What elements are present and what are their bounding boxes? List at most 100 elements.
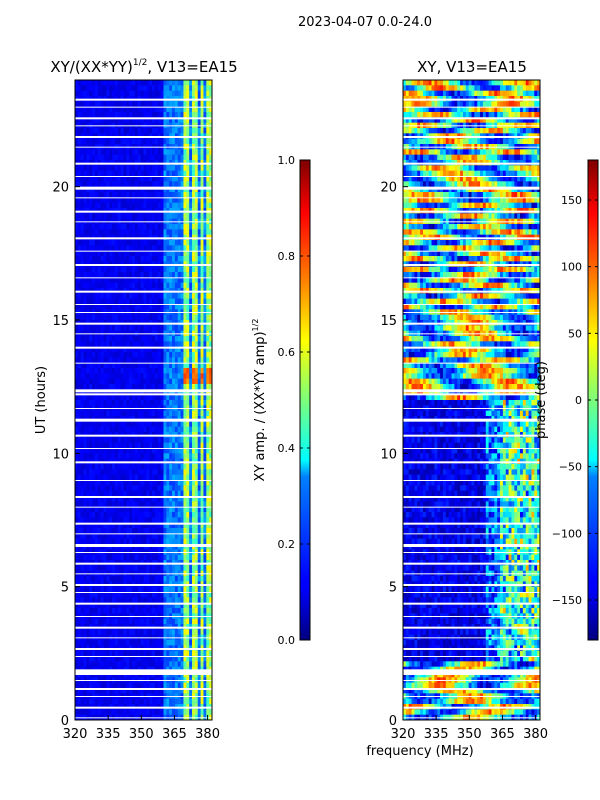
amplitude-heatmap-cell — [86, 522, 90, 529]
amplitude-heatmap-cell — [192, 197, 196, 203]
amplitude-heatmap-cell — [146, 154, 150, 161]
amplitude-heatmap-cell — [186, 522, 190, 529]
amplitude-heatmap-cell — [146, 554, 150, 561]
amplitude-heatmap-cell — [77, 325, 81, 331]
amplitude-heatmap-cell — [83, 256, 87, 262]
amplitude-heatmap-cell — [106, 437, 110, 443]
amplitude-heatmap-cell — [206, 362, 210, 369]
amplitude-heatmap-cell — [192, 442, 196, 449]
amplitude-heatmap-cell — [129, 117, 133, 123]
amplitude-heatmap-cell — [146, 304, 150, 310]
amplitude-heatmap-cell — [152, 192, 156, 198]
amplitude-heatmap-cell — [117, 448, 121, 454]
amplitude-heatmap-cell — [109, 282, 113, 289]
amplitude-heatmap-cell — [197, 533, 201, 539]
amplitude-heatmap-cell — [132, 586, 136, 593]
amplitude-heatmap-cell — [77, 373, 81, 379]
amplitude-heatmap-cell — [149, 485, 153, 491]
amplitude-heatmap-cell — [149, 149, 153, 155]
amplitude-heatmap-cell — [163, 618, 167, 625]
amplitude-heatmap-cell — [97, 501, 101, 507]
amplitude-heatmap-cell — [152, 80, 156, 86]
amplitude-heatmap-cell — [180, 512, 184, 518]
amplitude-heatmap-cell — [174, 490, 179, 497]
amplitude-heatmap-cell — [200, 474, 204, 481]
amplitude-heatmap-cell — [94, 213, 99, 219]
amplitude-heatmap-cell — [137, 602, 141, 609]
amplitude-heatmap-cell — [97, 506, 101, 513]
amplitude-heatmap-cell — [174, 453, 179, 459]
amplitude-heatmap-cell — [186, 565, 190, 571]
amplitude-heatmap-cell — [83, 346, 87, 353]
amplitude-heatmap-cell — [137, 501, 141, 507]
amplitude-heatmap-cell — [154, 602, 159, 609]
amplitude-heatmap-cell — [80, 437, 84, 443]
amplitude-heatmap-cell — [134, 565, 139, 571]
amplitude-heatmap-cell — [132, 325, 136, 331]
amplitude-heatmap-cell — [209, 176, 213, 182]
amplitude-heatmap-cell — [137, 293, 141, 299]
amplitude-heatmap-cell — [134, 101, 139, 107]
amplitude-heatmap-cell — [209, 437, 213, 443]
amplitude-heatmap-cell — [86, 293, 90, 299]
amplitude-heatmap-cell — [154, 128, 159, 134]
amplitude-heatmap-cell — [109, 501, 113, 507]
amplitude-heatmap-cell — [192, 165, 196, 171]
amplitude-heatmap-cell — [152, 362, 156, 369]
amplitude-heatmap-cell — [83, 469, 87, 475]
amplitude-heatmap-cell — [160, 592, 164, 598]
amplitude-heatmap-cell — [129, 202, 133, 209]
amplitude-heatmap-cell — [209, 298, 213, 305]
amplitude-heatmap-cell — [200, 245, 204, 251]
amplitude-heatmap-cell — [209, 522, 213, 529]
amplitude-heatmap-cell — [126, 442, 130, 449]
amplitude-heatmap-cell — [89, 256, 93, 262]
amplitude-heatmap-cell — [83, 181, 87, 187]
amplitude-heatmap-cell — [92, 240, 96, 246]
amplitude-heatmap-cell — [94, 528, 99, 534]
amplitude-heatmap-cell — [117, 453, 121, 459]
amplitude-heatmap-cell — [194, 250, 199, 257]
amplitude-heatmap-cell — [112, 421, 116, 427]
amplitude-heatmap-cell — [163, 250, 167, 257]
amplitude-heatmap-cell — [186, 341, 190, 347]
amplitude-heatmap-cell — [160, 224, 164, 230]
amplitude-heatmap-cell — [92, 304, 96, 310]
amplitude-heatmap-cell — [112, 608, 116, 614]
amplitude-heatmap-cell — [154, 165, 159, 171]
amplitude-heatmap-cell — [203, 576, 207, 582]
amplitude-heatmap-cell — [83, 538, 87, 545]
amplitude-heatmap-cell — [109, 314, 113, 321]
amplitude-heatmap-cell — [77, 480, 81, 486]
amplitude-heatmap-cell — [92, 400, 96, 406]
amplitude-heatmap-cell — [100, 176, 104, 182]
amplitude-heatmap-cell — [143, 325, 147, 331]
amplitude-heatmap-cell — [166, 357, 170, 363]
amplitude-heatmap-cell — [177, 362, 181, 369]
amplitude-heatmap-cell — [177, 245, 181, 251]
amplitude-heatmap-cell — [194, 149, 199, 155]
amplitude-heatmap-cell — [172, 277, 176, 283]
amplitude-heatmap-cell — [103, 400, 107, 406]
amplitude-heatmap-cell — [186, 117, 190, 123]
amplitude-heatmap-cell — [166, 485, 170, 491]
amplitude-heatmap-cell — [94, 576, 99, 582]
amplitude-heatmap-cell — [120, 528, 124, 534]
amplitude-heatmap-cell — [109, 496, 113, 502]
amplitude-heatmap-cell — [92, 117, 96, 123]
amplitude-heatmap-cell — [203, 501, 207, 507]
amplitude-heatmap-cell — [103, 442, 107, 449]
amplitude-heatmap-cell — [97, 250, 101, 257]
amplitude-heatmap-cell — [80, 314, 84, 321]
amplitude-heatmap-cell — [154, 586, 159, 593]
amplitude-heatmap-cell — [129, 106, 133, 113]
amplitude-heatmap-cell — [206, 250, 210, 257]
amplitude-heatmap-cell — [134, 176, 139, 182]
amplitude-heatmap-cell — [189, 618, 193, 625]
amplitude-heatmap-cell — [203, 490, 207, 497]
amplitude-heatmap-cell — [183, 112, 187, 118]
amplitude-heatmap-cell — [83, 576, 87, 582]
amplitude-heatmap-cell — [174, 400, 179, 406]
amplitude-heatmap-cell — [123, 554, 127, 561]
amplitude-heatmap-cell — [177, 202, 181, 209]
